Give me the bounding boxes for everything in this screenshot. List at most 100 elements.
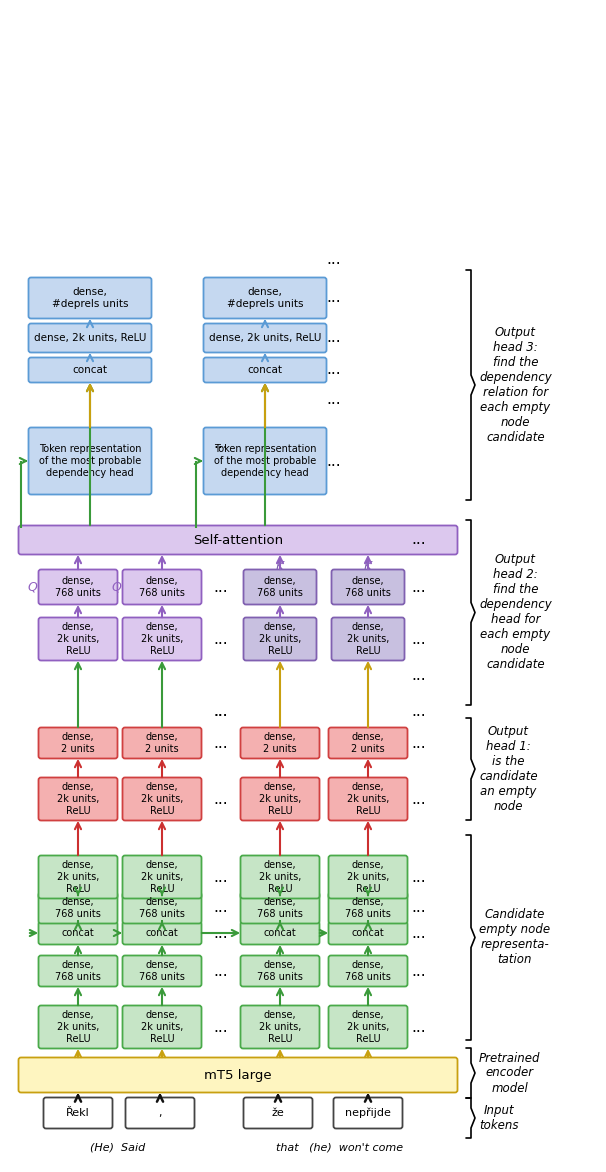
- Text: dense,
768 units: dense, 768 units: [139, 960, 185, 982]
- Text: ...: ...: [214, 632, 228, 647]
- FancyBboxPatch shape: [39, 1006, 118, 1049]
- FancyBboxPatch shape: [28, 278, 152, 319]
- FancyBboxPatch shape: [28, 323, 152, 353]
- FancyBboxPatch shape: [244, 1097, 313, 1129]
- Text: ...: ...: [214, 579, 228, 594]
- Text: dense,
2k units,
ReLU: dense, 2k units, ReLU: [347, 622, 389, 656]
- Text: ,: ,: [158, 1108, 162, 1118]
- Text: ...: ...: [411, 632, 426, 647]
- Text: mT5 large: mT5 large: [204, 1069, 272, 1082]
- FancyBboxPatch shape: [241, 1006, 319, 1049]
- FancyBboxPatch shape: [122, 728, 202, 758]
- FancyBboxPatch shape: [122, 955, 202, 987]
- FancyBboxPatch shape: [331, 570, 404, 605]
- Text: ...: ...: [214, 436, 228, 451]
- FancyBboxPatch shape: [39, 777, 118, 820]
- Text: dense,
768 units: dense, 768 units: [55, 960, 101, 982]
- Text: dense,
2 units: dense, 2 units: [351, 732, 385, 754]
- Text: K: K: [276, 559, 284, 572]
- Text: dense,
#deprels units: dense, #deprels units: [52, 287, 128, 309]
- FancyBboxPatch shape: [328, 955, 407, 987]
- Text: concat: concat: [247, 364, 282, 375]
- FancyBboxPatch shape: [39, 618, 118, 661]
- FancyBboxPatch shape: [28, 428, 152, 495]
- Text: dense,
2k units,
ReLU: dense, 2k units, ReLU: [141, 1010, 183, 1044]
- Text: dense,
2k units,
ReLU: dense, 2k units, ReLU: [347, 782, 389, 816]
- Text: nepřijde: nepřijde: [345, 1108, 391, 1118]
- FancyBboxPatch shape: [125, 1097, 195, 1129]
- Text: dense,
768 units: dense, 768 units: [139, 897, 185, 919]
- Text: ...: ...: [214, 900, 228, 915]
- FancyBboxPatch shape: [122, 921, 202, 945]
- Text: concat: concat: [264, 928, 296, 938]
- FancyBboxPatch shape: [39, 728, 118, 758]
- Text: ...: ...: [214, 791, 228, 806]
- Text: ...: ...: [411, 532, 426, 547]
- FancyBboxPatch shape: [19, 1057, 458, 1092]
- FancyBboxPatch shape: [19, 525, 458, 554]
- Text: (He)  Said: (He) Said: [90, 1143, 145, 1153]
- Text: dense,
768 units: dense, 768 units: [139, 575, 185, 598]
- Text: ...: ...: [327, 362, 341, 377]
- Text: ...: ...: [214, 704, 228, 720]
- FancyBboxPatch shape: [28, 357, 152, 382]
- FancyBboxPatch shape: [244, 570, 316, 605]
- FancyBboxPatch shape: [204, 323, 327, 353]
- Text: dense, 2k units, ReLU: dense, 2k units, ReLU: [34, 333, 146, 343]
- FancyBboxPatch shape: [241, 955, 319, 987]
- FancyBboxPatch shape: [39, 856, 118, 899]
- Text: dense,
2k units,
ReLU: dense, 2k units, ReLU: [57, 860, 99, 894]
- Text: ...: ...: [411, 1020, 426, 1035]
- Text: dense,
2k units,
ReLU: dense, 2k units, ReLU: [259, 1010, 301, 1044]
- Text: ...: ...: [214, 963, 228, 979]
- FancyBboxPatch shape: [328, 893, 407, 924]
- Text: Q: Q: [27, 580, 37, 593]
- Text: ...: ...: [214, 1020, 228, 1035]
- Text: ...: ...: [411, 900, 426, 915]
- Text: ...: ...: [411, 963, 426, 979]
- FancyBboxPatch shape: [328, 728, 407, 758]
- Text: dense,
2k units,
ReLU: dense, 2k units, ReLU: [347, 860, 389, 894]
- FancyBboxPatch shape: [122, 893, 202, 924]
- Text: dense,
2 units: dense, 2 units: [145, 732, 179, 754]
- Text: ...: ...: [214, 926, 228, 940]
- Text: Řekl: Řekl: [66, 1108, 90, 1118]
- Text: Output
head 3:
find the
dependency
relation for
each empty
node
candidate: Output head 3: find the dependency relat…: [479, 326, 551, 444]
- FancyBboxPatch shape: [39, 955, 118, 987]
- Text: ...: ...: [411, 668, 426, 682]
- FancyBboxPatch shape: [244, 618, 316, 661]
- Text: Self-attention: Self-attention: [193, 533, 283, 546]
- Text: ...: ...: [214, 870, 228, 885]
- Text: dense,
2k units,
ReLU: dense, 2k units, ReLU: [347, 1010, 389, 1044]
- FancyBboxPatch shape: [122, 618, 202, 661]
- Text: dense,
768 units: dense, 768 units: [55, 575, 101, 598]
- Text: dense,
2k units,
ReLU: dense, 2k units, ReLU: [141, 782, 183, 816]
- Text: ...: ...: [411, 704, 426, 720]
- Text: Token representation
of the most probable
dependency head: Token representation of the most probabl…: [39, 444, 141, 478]
- FancyBboxPatch shape: [328, 856, 407, 899]
- Text: Input
tokens: Input tokens: [479, 1104, 519, 1132]
- Text: dense,
768 units: dense, 768 units: [55, 897, 101, 919]
- Text: dense,
768 units: dense, 768 units: [345, 960, 391, 982]
- Text: dense,
#deprels units: dense, #deprels units: [227, 287, 303, 309]
- FancyBboxPatch shape: [204, 428, 327, 495]
- Text: ...: ...: [411, 791, 426, 806]
- Text: Output
head 2:
find the
dependency
head for
each empty
node
candidate: Output head 2: find the dependency head …: [479, 553, 551, 672]
- Text: dense,
2k units,
ReLU: dense, 2k units, ReLU: [259, 622, 301, 656]
- Text: concat: concat: [73, 364, 107, 375]
- FancyBboxPatch shape: [122, 777, 202, 820]
- Text: ...: ...: [411, 736, 426, 750]
- Text: Output
head 1:
is the
candidate
an empty
node: Output head 1: is the candidate an empty…: [479, 725, 538, 813]
- Text: dense, 2k units, ReLU: dense, 2k units, ReLU: [209, 333, 321, 343]
- Text: Candidate
empty node
representa-
tation: Candidate empty node representa- tation: [479, 908, 550, 966]
- Text: dense,
2k units,
ReLU: dense, 2k units, ReLU: [141, 860, 183, 894]
- FancyBboxPatch shape: [122, 856, 202, 899]
- Text: ...: ...: [214, 736, 228, 750]
- Text: ...: ...: [411, 870, 426, 885]
- Text: dense,
768 units: dense, 768 units: [257, 575, 303, 598]
- Text: ...: ...: [327, 291, 341, 306]
- FancyBboxPatch shape: [328, 1006, 407, 1049]
- Text: ...: ...: [411, 926, 426, 940]
- FancyBboxPatch shape: [333, 1097, 402, 1129]
- FancyBboxPatch shape: [204, 278, 327, 319]
